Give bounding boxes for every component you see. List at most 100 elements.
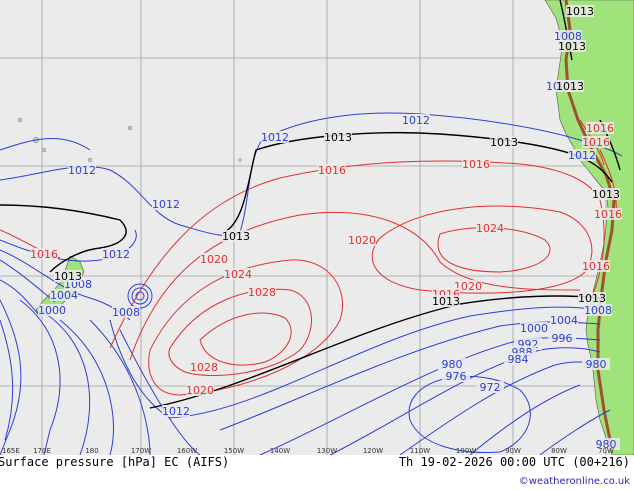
isobar-label-bg (38, 304, 66, 316)
isobar-label: 1012 (402, 114, 430, 127)
isobar-label-bg (568, 149, 596, 161)
isobar-label: 980 (596, 438, 617, 451)
isobar-label-bg (566, 5, 594, 17)
isobar-label-bg (112, 306, 140, 318)
isobar-label-bg (582, 260, 610, 272)
isobar-label: 1012 (102, 248, 130, 261)
isobar-label-bg (402, 114, 430, 126)
isobar-label-bg (520, 322, 548, 334)
isobar-label: 1013 (54, 270, 82, 283)
isobar-label: 980 (586, 358, 607, 371)
isobar-label-bg (186, 384, 214, 396)
isobar-label: 1024 (476, 222, 504, 235)
isobar-label-bg (476, 222, 504, 234)
isobar-label-bg (556, 80, 584, 92)
isobar-label: 1020 (200, 253, 228, 266)
isobar-label-bg (224, 268, 252, 280)
isobar-label: 1016 (582, 260, 610, 273)
isobar-label-bg (102, 248, 130, 260)
isobar-label-bg (548, 332, 576, 344)
labels-low-pressure: 1012101210121012101210121008100810041000… (38, 30, 620, 451)
longitude-tick-label: 140W (270, 447, 290, 455)
isobar-label: 1016 (318, 164, 346, 177)
isobar-label: 1013 (556, 80, 584, 93)
longitude-tick-label: 165E (2, 447, 20, 455)
isobar-label-bg (592, 438, 620, 450)
longitude-tick-label: 130W (317, 447, 337, 455)
longitude-tick-label: 100W (456, 447, 476, 455)
isobar-label-bg (30, 248, 58, 260)
isobar-label-bg (442, 370, 470, 382)
isobar-label-bg (222, 230, 250, 242)
isobar-label-bg (432, 295, 460, 307)
labels-1013: 1013 1013 1013 1013 1013 1013 1013 1013 1013 1013 (54, 5, 620, 308)
isobar-label: 1016 (30, 248, 58, 261)
isobar-label-bg (462, 158, 490, 170)
isobar-label-bg (554, 30, 582, 42)
isobar-label: 1013 (558, 40, 586, 53)
isobar-label-bg (438, 358, 466, 370)
isobar-label-bg (200, 253, 228, 265)
isobar-label-bg (582, 358, 610, 370)
isobar-label: 1020 (186, 384, 214, 397)
longitude-tick-label: 80W (551, 447, 567, 455)
isobar-label-bg (162, 405, 190, 417)
isobar-label: 1008 (112, 306, 140, 319)
isobar-label: 1013 (578, 292, 606, 305)
isobar-label-bg (152, 198, 180, 210)
isobar-label: 1013 (592, 188, 620, 201)
isobar-label: 1016 (594, 208, 622, 221)
isobar-label-bg (318, 164, 346, 176)
isobar-label: 1012 (568, 149, 596, 162)
longitude-tick-label: 180 (85, 447, 98, 455)
map-title: Surface pressure [hPa] EC (AIFS) (0, 455, 229, 469)
isobar-label-bg (592, 188, 620, 200)
longitude-tick-label: 110W (410, 447, 430, 455)
longitude-tick-label: 70W (598, 447, 614, 455)
isobar-label-bg (261, 131, 289, 143)
longitude-tick-label: 120W (363, 447, 383, 455)
isobar-label: 1020 (454, 280, 482, 293)
isobar-label-bg (190, 361, 218, 373)
isobar-label: 1024 (224, 268, 252, 281)
isobar-label-bg (504, 353, 532, 365)
isobar-label-bg (50, 289, 78, 301)
isobar-label-bg (68, 164, 96, 176)
isobar-label-bg (348, 234, 376, 246)
pacific-islands (17, 117, 242, 163)
isobar-label: 1013 (566, 5, 594, 18)
isobar-label: 984 (508, 353, 529, 366)
isobar-label: 1000 (38, 304, 66, 317)
isobar-label: 1028 (190, 361, 218, 374)
isobar-label: 1013 (222, 230, 250, 243)
isobar-label: 1000 (520, 322, 548, 335)
isobar-label: 996 (552, 332, 573, 345)
longitude-tick-label: 160W (177, 447, 197, 455)
isobar-label: 972 (480, 381, 501, 394)
isobar-label: 1028 (248, 286, 276, 299)
isobar-label: 1016 (586, 122, 614, 135)
longitude-tick-label: 90W (505, 447, 521, 455)
longitude-tick-label: 150W (224, 447, 244, 455)
isobar-label: 1012 (152, 198, 180, 211)
isobar-label: 1013 (432, 295, 460, 308)
credit-link[interactable]: ©weatheronline.co.uk (519, 476, 630, 487)
isobar-label-bg (584, 304, 612, 316)
isobar-label-bg (324, 131, 352, 143)
longitude-tick-label: 170E (33, 447, 51, 455)
isobar-label: 1004 (550, 314, 578, 327)
isobar-label: 1016 (582, 136, 610, 149)
isobar-label: 1012 (261, 131, 289, 144)
isobar-label-bg (594, 208, 622, 220)
isobar-label: 1013 (324, 131, 352, 144)
longitude-ticks: 165E 170E 180 170W 160W 150W 140W 130W 120W 110W 1… (2, 447, 614, 455)
isobar-label-bg (248, 286, 276, 298)
isobar-label-bg (582, 136, 610, 148)
isobar-label: 1008 (554, 30, 582, 43)
isobar-label: 1004 (50, 289, 78, 302)
isobar-label: 1008 (584, 304, 612, 317)
isobar-label: 1016 (462, 158, 490, 171)
isobar-label: 1020 (348, 234, 376, 247)
